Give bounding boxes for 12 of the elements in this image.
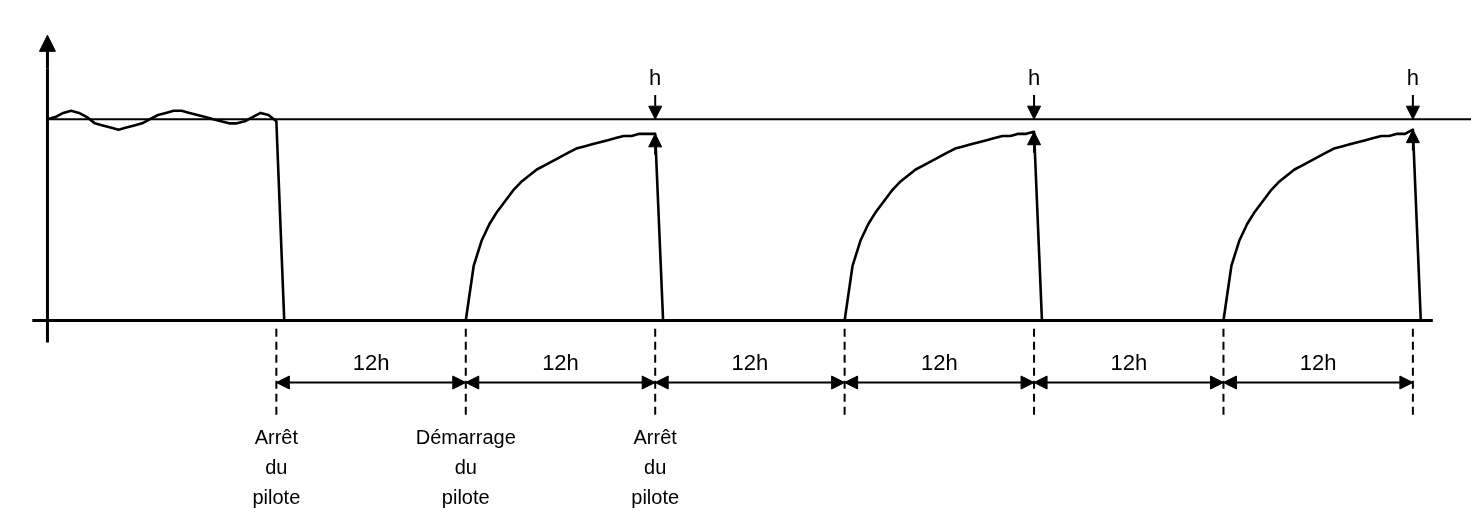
- text: h: [1406, 64, 1420, 90]
- text: 12h: [920, 349, 958, 375]
- text: 12h: [352, 349, 390, 375]
- text: 12h: [731, 349, 769, 375]
- text: h: [1027, 64, 1041, 90]
- text: 12h: [1110, 349, 1148, 375]
- text: Arrêt du pilote: [252, 426, 301, 508]
- text: Arrêt du pilote: [631, 426, 680, 508]
- text: 12h: [1299, 349, 1337, 375]
- text: 12h: [542, 349, 579, 375]
- text: Démarrage du pilote: [415, 426, 516, 508]
- text: h: [649, 64, 662, 90]
